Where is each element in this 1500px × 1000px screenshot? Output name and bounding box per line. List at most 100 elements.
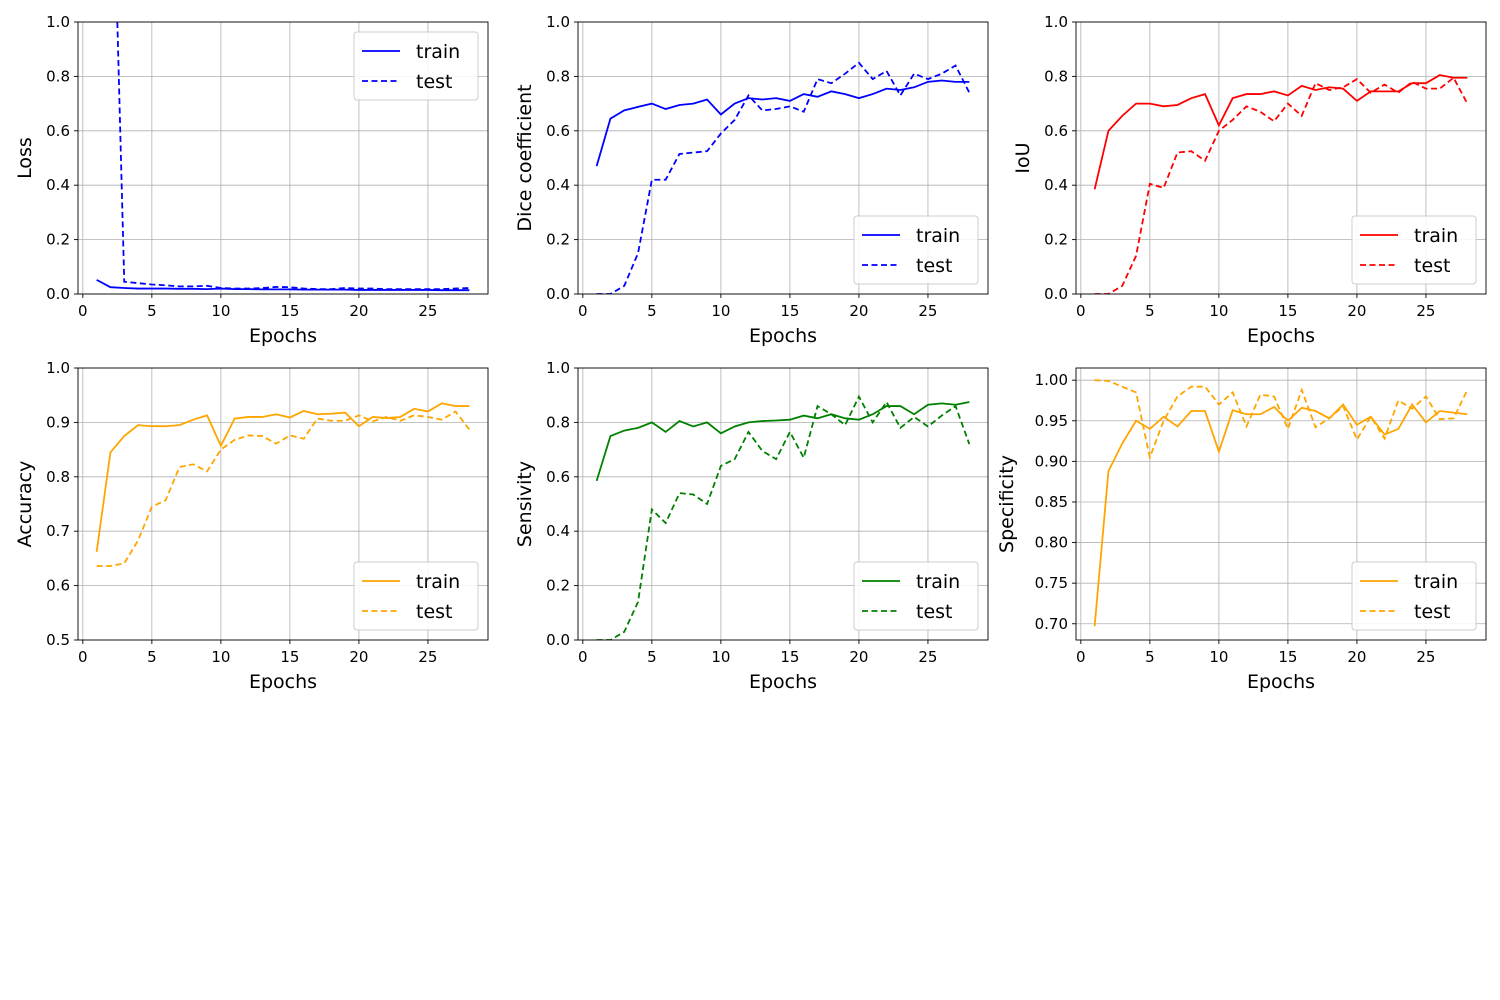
y-tick-label: 0.0 [546,285,570,303]
y-tick-label: 0.0 [546,631,570,649]
y-axis-label: Specificity [996,455,1018,553]
legend-label-train: train [1414,571,1458,593]
y-tick-label: 0.4 [546,522,570,540]
x-tick-label: 5 [147,648,157,666]
x-tick-label: 10 [711,648,730,666]
x-tick-label: 15 [780,302,799,320]
y-tick-label: 0.7 [46,522,70,540]
x-tick-label: 5 [147,302,157,320]
x-axis-label: Epochs [249,325,317,347]
legend-label-train: train [1414,225,1458,247]
legend-label-train: train [416,571,460,593]
legend-box [353,561,479,631]
series-line-test [96,410,471,567]
x-axis-label: Epochs [749,671,817,693]
legend: train test [853,561,979,631]
y-tick-label: 0.8 [546,67,570,85]
x-tick-label: 10 [711,302,730,320]
legend: train test [353,31,479,101]
y-tick-label: 0.2 [546,231,570,249]
x-axis-label: Epochs [749,325,817,347]
x-tick-label: 0 [78,648,88,666]
y-tick-label: 0.8 [546,413,570,431]
legend-box [1351,561,1477,631]
y-tick-label: 0.90 [1035,452,1068,470]
plot-frame [577,367,989,641]
x-tick-label: 20 [1347,302,1366,320]
y-tick-label: 0.6 [546,468,570,486]
y-tick-label: 0.2 [1044,231,1068,249]
x-axis-label: Epochs [249,671,317,693]
y-tick-label: 0.6 [546,122,570,140]
x-tick-label: 0 [78,302,88,320]
y-tick-label: 0.5 [46,631,70,649]
series-line-test [596,394,971,640]
x-tick-label: 20 [849,302,868,320]
y-tick-label: 0.75 [1035,574,1068,592]
series-line-train [95,402,470,552]
plot-frame [577,21,989,295]
y-axis-label: IoU [1012,142,1034,173]
chart-panel-4: 0 5 10 15 20 25 0.5 0.6 0.7 0.8 0.9 1.0 Epochs Accura… [14,359,489,693]
x-tick-label: 25 [1416,302,1435,320]
y-tick-label: 0.4 [546,176,570,194]
legend-label-test: test [416,71,453,93]
series-line-test [1094,76,1469,294]
chart-panel-2: 0 5 10 15 20 25 0.0 0.2 0.4 0.6 0.8 1.0 Epochs Dice c… [514,13,989,347]
x-tick-label: 5 [647,302,657,320]
y-axis-label: Dice coefficient [514,84,536,231]
legend-box [1351,215,1477,285]
x-tick-label: 25 [418,648,437,666]
chart-panel-5: 0 5 10 15 20 25 0.0 0.2 0.4 0.6 0.8 1.0 Epochs Sensiv… [514,359,989,693]
y-tick-label: 0.0 [1044,285,1068,303]
series-line-test [596,61,971,294]
y-tick-label: 0.80 [1035,534,1068,552]
y-tick-label: 0.85 [1035,493,1068,511]
x-tick-label: 0 [578,648,588,666]
y-axis-label: Loss [14,137,36,179]
legend-box [853,561,979,631]
plot-frame [1075,21,1487,295]
x-tick-label: 10 [211,302,230,320]
x-tick-label: 10 [1209,302,1228,320]
y-tick-label: 0.2 [546,577,570,595]
y-tick-label: 0.0 [46,285,70,303]
x-tick-label: 15 [280,302,299,320]
legend: train test [353,561,479,631]
y-tick-label: 0.6 [46,122,70,140]
y-axis-label: Accuracy [14,461,36,548]
y-tick-label: 0.2 [46,231,70,249]
x-tick-label: 10 [1209,648,1228,666]
x-tick-label: 5 [647,648,657,666]
legend-label-train: train [916,225,960,247]
x-tick-label: 5 [1145,302,1155,320]
x-tick-label: 0 [1076,648,1086,666]
y-tick-label: 0.8 [46,67,70,85]
x-tick-label: 10 [211,648,230,666]
legend: train test [1351,215,1477,285]
x-tick-label: 15 [280,648,299,666]
y-tick-label: 1.0 [1044,13,1068,31]
legend: train test [853,215,979,285]
x-tick-label: 25 [418,302,437,320]
series-line-train [595,401,970,482]
y-tick-label: 0.4 [46,176,70,194]
y-tick-label: 0.95 [1035,412,1068,430]
x-tick-label: 0 [578,302,588,320]
chart-panel-1: 0 5 10 15 20 25 0.0 0.2 0.4 0.6 0.8 1.0 Epochs Loss tr… [14,13,489,347]
y-tick-label: 0.9 [46,413,70,431]
plot-frame [77,367,489,641]
series-line-train [1093,74,1468,190]
y-tick-label: 0.4 [1044,176,1068,194]
x-tick-label: 20 [349,648,368,666]
x-tick-label: 15 [1278,302,1297,320]
x-axis-label: Epochs [1247,325,1315,347]
x-tick-label: 15 [780,648,799,666]
y-tick-label: 0.6 [1044,122,1068,140]
chart-panel-6: 0 5 10 15 20 25 0.70 0.75 0.80 0.85 0.90 0.95 1.00 Ep… [996,367,1487,693]
y-tick-label: 1.0 [546,13,570,31]
legend-box [853,215,979,285]
x-tick-label: 5 [1145,648,1155,666]
y-tick-label: 1.0 [546,359,570,377]
